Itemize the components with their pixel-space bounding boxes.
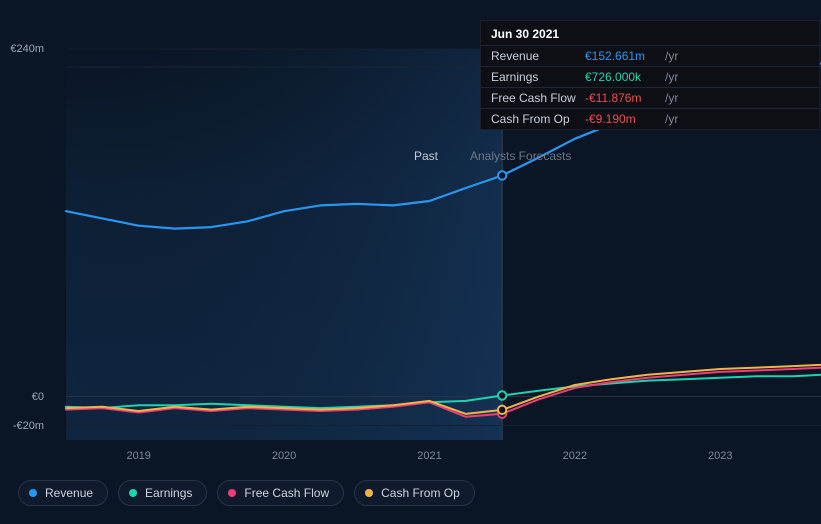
legend-dot-icon [29,489,37,497]
marker-revenue [498,171,506,179]
x-axis-label: 2021 [417,450,441,462]
x-axis-label: 2023 [708,450,732,462]
tooltip-unit: /yr [665,112,678,126]
legend-label: Cash From Op [381,486,460,500]
tooltip-value: -€11.876m [585,91,661,105]
tooltip-metric: Revenue [491,49,585,63]
chart-legend: Revenue Earnings Free Cash Flow Cash From O… [18,480,475,506]
legend-label: Revenue [45,486,93,500]
y-axis-label: -€20m [13,420,44,432]
past-label: Past [414,149,438,163]
tooltip-row: Earnings€726.000k/yr [481,66,819,87]
y-axis-label: €0 [32,391,44,403]
tooltip-value: €152.661m [585,49,661,63]
tooltip-value: €726.000k [585,70,661,84]
marker-cfo [498,406,506,414]
legend-label: Free Cash Flow [244,486,329,500]
chart-tooltip: Jun 30 2021 Revenue€152.661m/yrEarnings€… [480,20,820,130]
tooltip-row: Cash From Op-€9.190m/yr [481,108,819,129]
legend-dot-icon [129,489,137,497]
tooltip-unit: /yr [665,91,678,105]
tooltip-unit: /yr [665,70,678,84]
marker-earnings [498,391,506,399]
tooltip-rows: Revenue€152.661m/yrEarnings€726.000k/yrF… [481,45,819,129]
legend-dot-icon [365,489,373,497]
tooltip-row: Revenue€152.661m/yr [481,45,819,66]
x-axis-label: 2020 [272,450,296,462]
tooltip-row: Free Cash Flow-€11.876m/yr [481,87,819,108]
x-axis-label: 2019 [126,450,150,462]
y-axis-label: €240m [10,43,44,55]
forecast-label: Analysts Forecasts [470,149,571,163]
legend-item-fcf[interactable]: Free Cash Flow [217,480,344,506]
legend-item-cfo[interactable]: Cash From Op [354,480,475,506]
legend-label: Earnings [145,486,192,500]
x-axis-label: 2022 [563,450,587,462]
tooltip-metric: Earnings [491,70,585,84]
tooltip-value: -€9.190m [585,112,661,126]
tooltip-date: Jun 30 2021 [481,21,819,45]
chart-container: Past Analysts Forecasts Jun 30 2021 Reve… [18,0,804,524]
legend-dot-icon [228,489,236,497]
tooltip-metric: Free Cash Flow [491,91,585,105]
tooltip-unit: /yr [665,49,678,63]
legend-item-revenue[interactable]: Revenue [18,480,108,506]
tooltip-metric: Cash From Op [491,112,585,126]
legend-item-earnings[interactable]: Earnings [118,480,207,506]
